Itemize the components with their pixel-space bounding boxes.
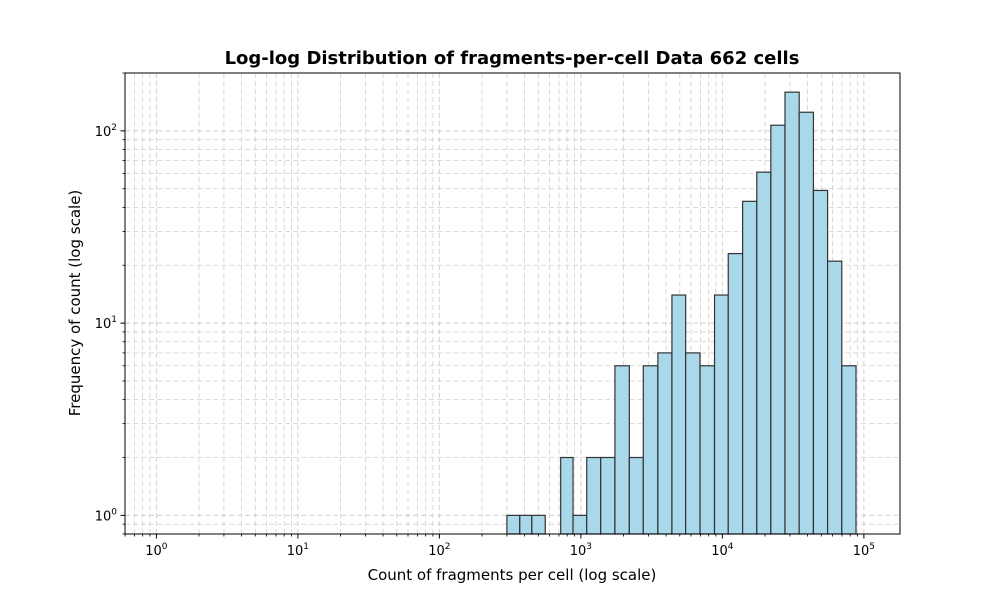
histogram-bar bbox=[727, 252, 744, 535]
histogram-bar bbox=[519, 514, 533, 535]
histogram-bar bbox=[572, 514, 588, 535]
y-tick-label: 100 bbox=[95, 507, 118, 524]
histogram-bar bbox=[826, 260, 843, 535]
histogram-bar bbox=[614, 365, 630, 535]
histogram-bars bbox=[506, 91, 857, 535]
histogram-bar bbox=[642, 365, 659, 535]
histogram-bar bbox=[685, 352, 701, 535]
x-tick-label: 105 bbox=[853, 542, 875, 559]
histogram-bar bbox=[560, 456, 574, 535]
histogram-bar bbox=[770, 124, 786, 535]
x-axis-label: Count of fragments per cell (log scale) bbox=[368, 566, 657, 584]
histogram-bar bbox=[756, 171, 772, 535]
x-tick-label: 103 bbox=[570, 542, 592, 559]
histogram-bar bbox=[671, 294, 687, 535]
chart-title: Log-log Distribution of fragments-per-ce… bbox=[225, 48, 800, 69]
histogram-bar bbox=[713, 294, 729, 535]
histogram-bar bbox=[531, 514, 546, 535]
y-tick-label: 102 bbox=[95, 123, 117, 140]
y-tick-label: 101 bbox=[95, 315, 117, 332]
x-tick-label: 104 bbox=[711, 542, 734, 559]
histogram-bar bbox=[798, 111, 815, 535]
histogram-bar bbox=[600, 456, 616, 535]
x-tick-label: 102 bbox=[428, 542, 450, 559]
histogram-bar bbox=[841, 365, 857, 535]
histogram-bar bbox=[784, 91, 800, 535]
histogram-bar bbox=[506, 514, 521, 535]
y-axis-label: Frequency of count (log scale) bbox=[66, 190, 84, 417]
histogram-bar bbox=[628, 456, 644, 535]
x-tick-label: 101 bbox=[287, 542, 309, 559]
histogram-bar bbox=[742, 200, 758, 535]
histogram-bar bbox=[699, 365, 716, 535]
histogram-bar bbox=[812, 189, 829, 535]
y-axis-ticks: 100 101 102 bbox=[95, 72, 125, 535]
grid-lines bbox=[124, 72, 900, 535]
histogram-bar bbox=[657, 352, 673, 535]
plot-area-frame bbox=[124, 72, 901, 535]
x-tick-label: 100 bbox=[145, 542, 168, 559]
x-axis-ticks: 100 101 102 103 104 105 bbox=[124, 534, 875, 559]
histogram-bar bbox=[586, 456, 602, 535]
